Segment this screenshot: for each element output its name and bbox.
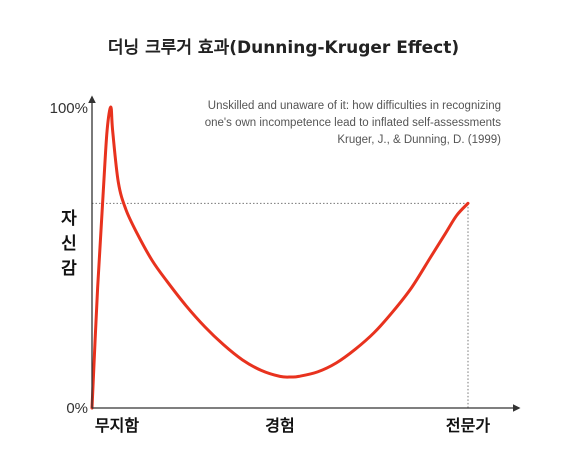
y-tick-label-bottom: 0%	[66, 400, 88, 417]
chart-title: 더닝 크루거 효과(Dunning-Kruger Effect)	[107, 38, 460, 58]
annotation-line-3: Kruger, J., & Dunning, D. (1999)	[337, 134, 501, 146]
y-axis-title-char-0: 자	[61, 209, 77, 229]
x-tick-label-2: 전문가	[446, 416, 490, 435]
annotation-line-1: Unskilled and unaware of it: how difficu…	[208, 100, 501, 112]
y-tick-label-top: 100%	[50, 100, 88, 117]
y-axis-title: 자신감	[61, 209, 77, 279]
y-axis-title-char-2: 감	[61, 259, 77, 279]
annotation-line-2: one's own incompetence lead to inflated …	[205, 117, 501, 129]
plot-area	[90, 105, 470, 410]
x-tick-label-0: 무지함	[95, 416, 139, 435]
x-tick-label-1: 경험	[265, 416, 294, 435]
y-axis-title-char-1: 신	[61, 234, 77, 254]
x-tick-labels: 무지함 경험 전문가	[95, 416, 490, 435]
series-line-0	[90, 105, 470, 410]
